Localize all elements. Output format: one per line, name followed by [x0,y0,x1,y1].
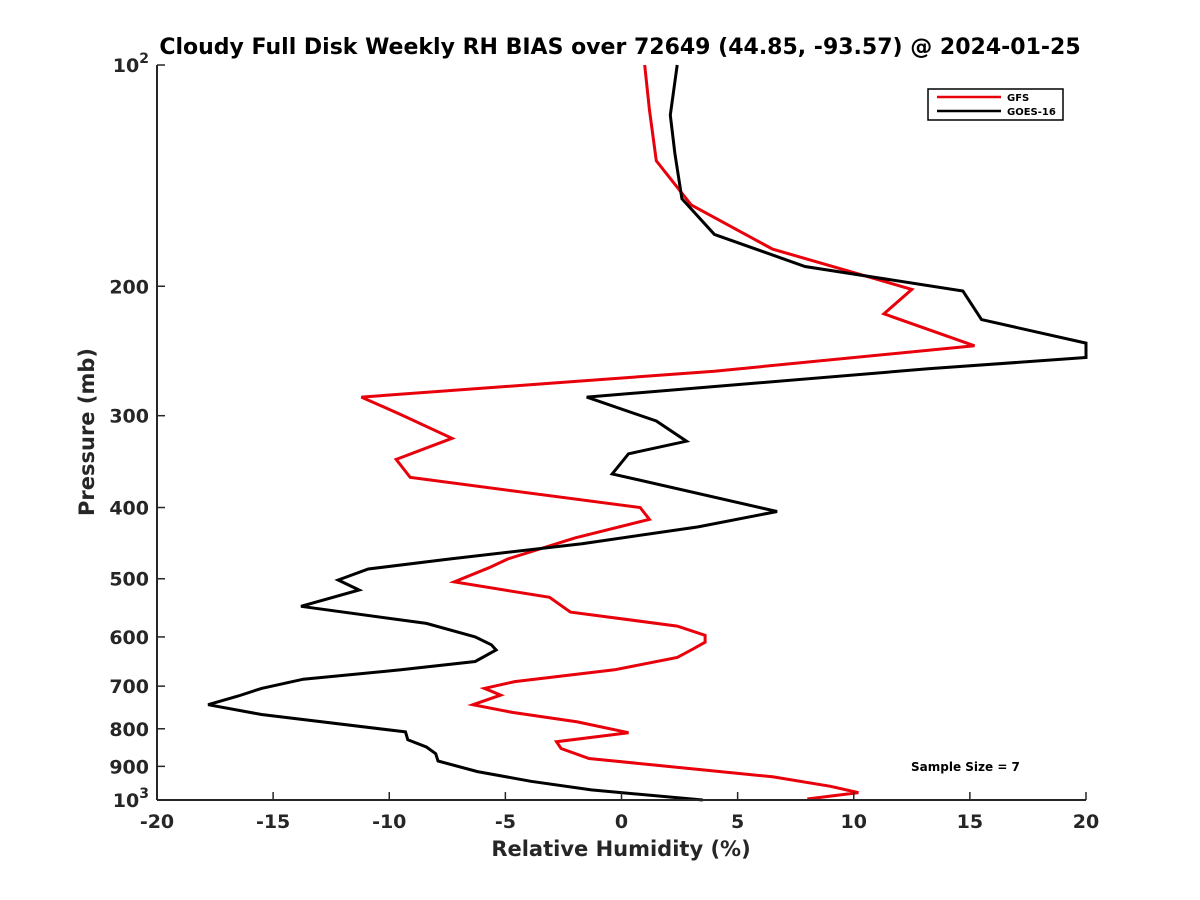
y-tick-label: 102 [113,51,149,77]
y-axis-label: Pressure (mb) [75,348,99,516]
y-tick-label: 800 [109,719,149,741]
y-tick-label: 103 [113,786,149,812]
y-tick-label: 300 [109,406,149,428]
sample-size-annotation: Sample Size = 7 [911,760,1020,774]
series-line-gfs [360,64,975,801]
y-tick-label: 600 [109,627,149,649]
x-axis-label: Relative Humidity (%) [491,837,750,861]
legend-label-gfs: GFS [1007,93,1029,104]
x-tick-label: 20 [1073,811,1099,833]
y-tick-label: 700 [109,676,149,698]
y-tick-label: 200 [109,276,149,298]
x-tick-label: -15 [256,811,290,833]
y-tick-label: 900 [109,756,149,778]
x-tick-label: -5 [495,811,516,833]
x-tick-label: -20 [140,811,174,833]
x-tick-label: -10 [372,811,406,833]
plot-area [157,65,1086,800]
chart-title: Cloudy Full Disk Weekly RH BIAS over 726… [159,35,1080,60]
x-tick-label: 10 [841,811,867,833]
x-tick-label: 0 [615,811,628,833]
series-line-goes16 [207,64,1088,802]
legend: GFS GOES-16 [927,88,1064,121]
legend-label-goes16: GOES-16 [1007,107,1056,118]
y-tick-label: 400 [109,498,149,520]
x-tick-label: 5 [731,811,744,833]
legend-box [927,88,1064,121]
x-ticks: -20 -15 -10 -5 0 5 10 15 20 [140,792,1099,833]
series-layer [207,64,1088,802]
y-tick-label: 500 [109,569,149,591]
y-ticks: 102 200 300 400 500 600 700 800 900 103 [109,51,165,812]
x-tick-label: 15 [957,811,983,833]
